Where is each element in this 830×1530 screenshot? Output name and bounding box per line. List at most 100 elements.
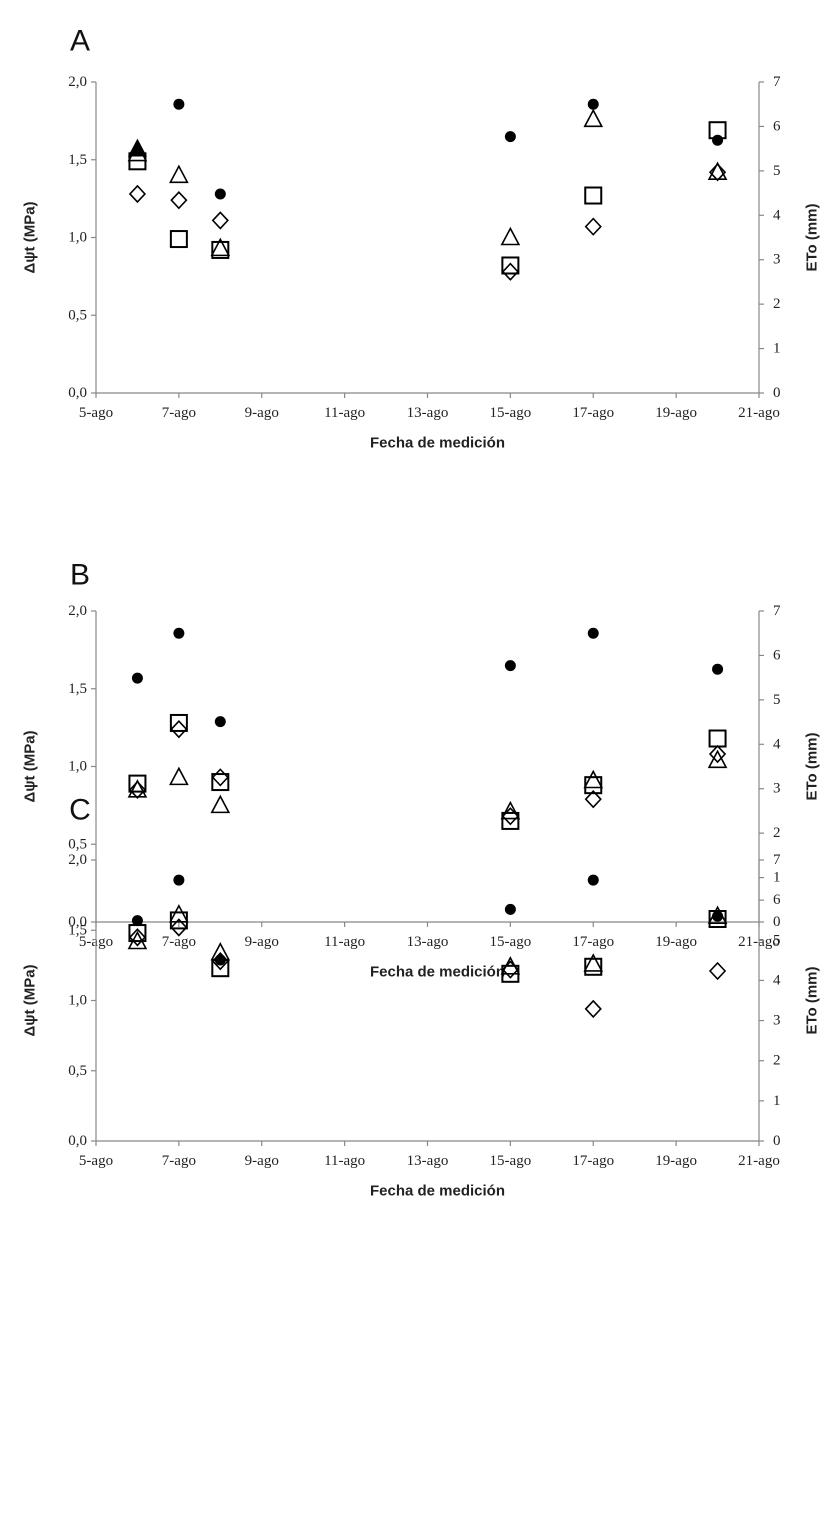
y2-tick-label: 5 — [773, 692, 781, 708]
y-tick-label: 1,0 — [68, 230, 87, 246]
square-marker — [169, 230, 188, 249]
y2-tick-label: 1 — [773, 870, 781, 886]
x-tick-label: 11-ago — [324, 1153, 365, 1169]
square-marker — [211, 773, 230, 792]
y-tick-label: 1,5 — [68, 681, 87, 697]
triangle-marker — [707, 749, 728, 769]
y2-axis-title: ETo (mm) — [804, 966, 821, 1034]
y-tick-label: 2,0 — [68, 603, 87, 619]
diamond-marker — [584, 999, 602, 1019]
y-tick-label: 1,0 — [68, 759, 87, 775]
y2-tick-label: 4 — [773, 207, 781, 223]
triangle-marker — [500, 800, 521, 820]
eto-dot-marker — [504, 131, 516, 143]
x-tick-label: 13-ago — [407, 1153, 449, 1169]
diamond-marker — [584, 217, 602, 236]
eto-dot-marker — [587, 627, 599, 639]
diamond-marker — [170, 918, 188, 937]
x-axis-title: Fecha de medición — [370, 1183, 505, 1200]
diamond-marker — [584, 789, 602, 809]
eto-dot-marker — [173, 874, 185, 886]
y2-tick-label: 4 — [773, 736, 781, 752]
y-axis-title: Δψt (MPa) — [22, 201, 39, 273]
x-tick-label: 11-ago — [324, 405, 365, 421]
panel-c: C 0,0 0,5 1,0 1,5 2,0 0 1 2 3 4 5 6 7 5-ago 7-ago 9-ago 1… — [22, 794, 821, 1200]
y-tick-label: 2,0 — [68, 852, 87, 868]
diamond-marker — [170, 720, 188, 739]
x-tick-label: 17-ago — [572, 934, 614, 950]
x-axis-title: Fecha de medición — [370, 435, 505, 452]
y2-tick-label: 5 — [773, 932, 781, 948]
y-tick-label: 0,0 — [68, 385, 87, 401]
x-tick-label: 21-ago — [738, 1153, 780, 1169]
panel-a: A 0,0 0,5 1,0 1,5 2,0 0 1 2 3 4 5 6 7 5-ago 7-ago 9-ago 1… — [22, 25, 821, 452]
y2-tick-label: 0 — [773, 385, 781, 401]
diamond-marker — [501, 262, 519, 281]
x-tick-label: 5-ago — [79, 405, 113, 421]
y-tick-label: 1,5 — [68, 152, 87, 168]
panel-letter: A — [70, 25, 90, 58]
triangle-marker — [500, 226, 521, 246]
y-tick-label: 2,0 — [68, 74, 87, 90]
y2-tick-label: 7 — [773, 852, 781, 868]
square-marker — [584, 957, 603, 976]
eto-dot-marker — [173, 98, 185, 110]
diamond-marker — [501, 960, 519, 979]
y2-axis-title: ETo (mm) — [804, 732, 821, 800]
y-tick-label: 1,5 — [68, 922, 87, 938]
triangle-marker — [210, 237, 231, 257]
eto-dot-marker — [214, 716, 226, 728]
square-marker — [128, 774, 147, 793]
triangle-marker — [583, 769, 604, 789]
y2-tick-label: 4 — [773, 972, 781, 988]
eto-dot-marker — [131, 672, 143, 684]
x-tick-label: 19-ago — [655, 1153, 697, 1169]
y2-tick-label: 0 — [773, 914, 781, 930]
x-tick-label: 13-ago — [407, 934, 449, 950]
y2-tick-label: 3 — [773, 781, 781, 797]
x-tick-label: 19-ago — [655, 405, 697, 421]
y2-tick-label: 1 — [773, 1093, 781, 1109]
diamond-marker — [128, 780, 147, 799]
y2-tick-label: 7 — [773, 74, 781, 90]
eto-dot-marker — [587, 98, 599, 110]
diamond-marker — [128, 928, 147, 947]
y2-tick-label: 6 — [773, 118, 781, 134]
square-marker — [501, 811, 520, 830]
y2-tick-label: 5 — [773, 163, 781, 179]
square-marker — [211, 240, 230, 259]
x-tick-label: 9-ago — [245, 1153, 279, 1169]
diamond-marker — [708, 961, 727, 981]
x-tick-label: 15-ago — [490, 1153, 532, 1169]
y-axis-title: Δψt (MPa) — [22, 730, 39, 802]
y-tick-label: 0,0 — [68, 1133, 87, 1149]
eto-dot-marker — [504, 660, 516, 672]
x-tick-label: 13-ago — [407, 405, 449, 421]
triangle-marker — [169, 164, 189, 184]
triangle-marker — [583, 108, 604, 128]
y2-tick-label: 1 — [773, 341, 781, 357]
y2-tick-label: 3 — [773, 252, 781, 268]
y-tick-label: 0,5 — [68, 1063, 87, 1079]
y-tick-label: 0,5 — [68, 307, 87, 323]
x-tick-label: 7-ago — [162, 934, 196, 950]
eto-dot-marker — [131, 915, 143, 927]
triangle-marker — [583, 953, 604, 972]
eto-dot-marker — [712, 910, 724, 922]
y2-tick-label: 2 — [773, 296, 781, 312]
y2-axis-title: ETo (mm) — [804, 203, 821, 271]
y2-tick-label: 7 — [773, 603, 781, 619]
y2-tick-label: 0 — [773, 1133, 781, 1149]
x-tick-label: 15-ago — [490, 934, 532, 950]
panel-letter: B — [70, 559, 90, 592]
eto-dot-marker — [173, 627, 185, 639]
triangle-marker — [210, 794, 231, 814]
diamond-marker — [128, 184, 147, 204]
diamond-marker — [170, 191, 188, 210]
x-axis-title: Fecha de medición — [370, 964, 505, 981]
x-tick-label: 7-ago — [162, 1153, 196, 1169]
panel-letter: C — [69, 794, 91, 827]
triangle-marker — [169, 766, 189, 786]
eto-dot-marker — [712, 134, 724, 146]
y-tick-label: 1,0 — [68, 993, 87, 1009]
